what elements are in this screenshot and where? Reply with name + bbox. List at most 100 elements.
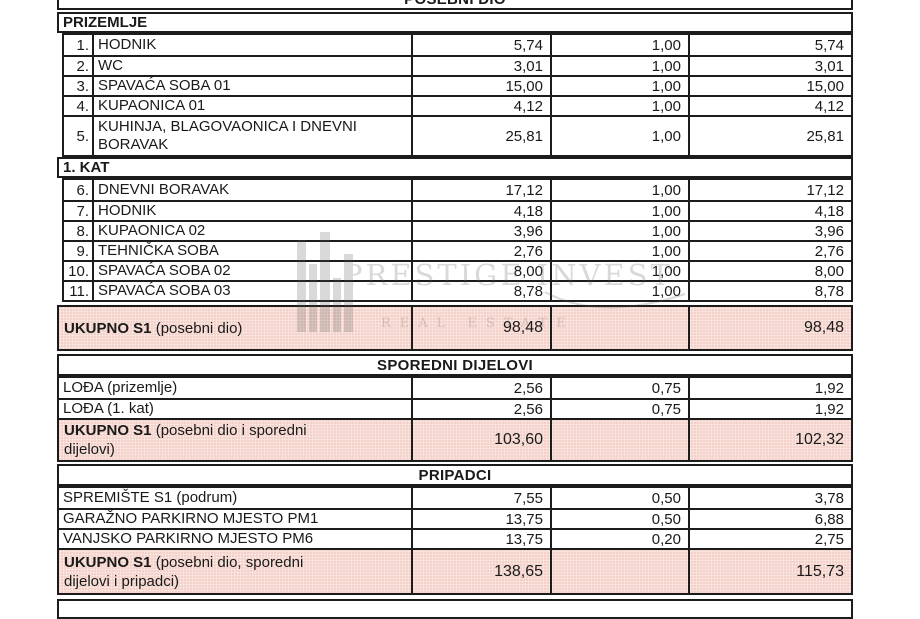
area-cell: 4,18 <box>411 202 550 220</box>
coefficient-cell: 0,50 <box>550 488 688 508</box>
reduced-area-cell: 8,00 <box>688 262 851 280</box>
reduced-area-cell: 4,12 <box>688 97 851 115</box>
room-name: SPAVAĆA SOBA 01 <box>92 77 411 95</box>
prizemlje-rooms-table: 1. HODNIK 5,74 1,00 5,74 2. WC 3,01 1,00… <box>62 33 853 157</box>
area-cell: 15,00 <box>411 77 550 95</box>
reduced-area-cell: 4,18 <box>688 202 851 220</box>
room-name: HODNIK <box>92 35 411 55</box>
coefficient-cell: 1,00 <box>550 35 688 55</box>
coefficient-cell: 1,00 <box>550 97 688 115</box>
room-number: 7. <box>76 202 89 220</box>
total-label-rest: (posebni dio) <box>151 319 243 337</box>
area-cell: 13,75 <box>411 510 550 528</box>
coefficient-cell: 1,00 <box>550 57 688 75</box>
room-row: 1. HODNIK 5,74 1,00 5,74 <box>64 35 851 55</box>
total-area-cell: 138,65 <box>411 550 550 593</box>
floor-title: 1. KAT <box>63 159 110 176</box>
kat-rooms-table: 6. DNEVNI BORAVAK 17,12 1,00 17,12 7. HO… <box>62 178 853 302</box>
section-header-pripadci: PRIPADCI <box>57 464 853 486</box>
coefficient-cell: 0,20 <box>550 530 688 548</box>
room-name: HODNIK <box>92 202 411 220</box>
total-area-cell: 103,60 <box>411 420 550 460</box>
next-row-cut <box>57 599 853 619</box>
coefficient-cell: 1,00 <box>550 180 688 200</box>
room-number: 8. <box>76 222 89 240</box>
room-name: KUPAONICA 02 <box>92 222 411 240</box>
sporedni-table: LOĐA (prizemlje) 2,56 0,75 1,92 LOĐA (1.… <box>57 376 853 462</box>
total-posebni-table: UKUPNO S1 (posebni dio) 98,48 98,48 <box>57 305 853 351</box>
area-cell: 8,00 <box>411 262 550 280</box>
pripadci-table: SPREMIŠTE S1 (podrum) 7,55 0,50 3,78 GAR… <box>57 486 853 595</box>
room-name: SPAVAĆA SOBA 02 <box>92 262 411 280</box>
total-area-cell: 98,48 <box>411 307 550 349</box>
room-number: 1. <box>76 36 89 54</box>
room-number: 5. <box>76 127 89 145</box>
reduced-area-cell: 2,76 <box>688 242 851 260</box>
section-header-sporedni: SPOREDNI DIJELOVI <box>57 354 853 376</box>
section-title: PRIPADCI <box>418 466 492 484</box>
coefficient-cell: 1,00 <box>550 77 688 95</box>
coefficient-cell: 1,00 <box>550 117 688 155</box>
total-reduced-area-cell: 102,32 <box>688 420 851 460</box>
area-cell: 4,12 <box>411 97 550 115</box>
reduced-area-cell: 3,01 <box>688 57 851 75</box>
floor-header-prizemlje: PRIZEMLJE <box>57 12 853 33</box>
total-row: UKUPNO S1 (posebni dio i sporedni dijelo… <box>59 418 851 460</box>
item-name: VANJSKO PARKIRNO MJESTO PM6 <box>63 530 314 547</box>
reduced-area-cell: 3,96 <box>688 222 851 240</box>
coefficient-cell: 1,00 <box>550 242 688 260</box>
section-title: POSEBNI DIO <box>404 0 506 8</box>
room-number: 6. <box>76 181 89 199</box>
item-name: GARAŽNO PARKIRNO MJESTO PM1 <box>63 510 319 527</box>
total-label: UKUPNO S1 (posebni dio, sporedni dijelov… <box>59 550 411 593</box>
total-coefficient-cell <box>550 307 688 349</box>
total-label: UKUPNO S1 (posebni dio) <box>59 307 411 349</box>
total-reduced-area-cell: 98,48 <box>688 307 851 349</box>
reduced-area-cell: 3,78 <box>688 488 851 508</box>
room-number: 3. <box>76 77 89 95</box>
item-row: SPREMIŠTE S1 (podrum) 7,55 0,50 3,78 <box>59 488 851 508</box>
total-label-rest: (posebni dio i sporedni dijelovi) <box>64 422 307 458</box>
room-row: 9. TEHNIČKA SOBA 2,76 1,00 2,76 <box>64 240 851 260</box>
coefficient-cell: 0,50 <box>550 510 688 528</box>
total-label-bold: UKUPNO S1 <box>64 319 152 337</box>
room-number: 4. <box>76 97 89 115</box>
room-name: KUHINJA, BLAGOVAONICA I DNEVNI BORAVAK <box>92 117 411 155</box>
area-cell: 8,78 <box>411 282 550 300</box>
area-cell: 3,96 <box>411 222 550 240</box>
room-row: 4. KUPAONICA 01 4,12 1,00 4,12 <box>64 95 851 115</box>
total-row: UKUPNO S1 (posebni dio, sporedni dijelov… <box>59 548 851 593</box>
area-cell: 2,56 <box>411 378 550 398</box>
area-cell: 2,56 <box>411 400 550 418</box>
area-cell: 17,12 <box>411 180 550 200</box>
section-title: SPOREDNI DIJELOVI <box>377 356 533 374</box>
reduced-area-cell: 15,00 <box>688 77 851 95</box>
total-label-bold: UKUPNO S1 <box>64 553 152 571</box>
area-cell: 25,81 <box>411 117 550 155</box>
area-cell: 2,76 <box>411 242 550 260</box>
section-header-posebni-dio: POSEBNI DIO <box>57 0 853 10</box>
room-name: DNEVNI BORAVAK <box>92 180 411 200</box>
total-coefficient-cell <box>550 550 688 593</box>
coefficient-cell: 1,00 <box>550 282 688 300</box>
area-cell: 3,01 <box>411 57 550 75</box>
area-calculation-sheet: POSEBNI DIO PRIZEMLJE 1. HODNIK 5,74 1,0… <box>57 0 853 619</box>
room-row: 2. WC 3,01 1,00 3,01 <box>64 55 851 75</box>
total-label: UKUPNO S1 (posebni dio i sporedni dijelo… <box>59 420 411 460</box>
total-reduced-area-cell: 115,73 <box>688 550 851 593</box>
room-number: 10. <box>68 262 89 280</box>
floor-header-kat: 1. KAT <box>57 157 853 178</box>
area-cell: 7,55 <box>411 488 550 508</box>
room-name: TEHNIČKA SOBA <box>92 242 411 260</box>
item-row: LOĐA (prizemlje) 2,56 0,75 1,92 <box>59 378 851 398</box>
item-row: LOĐA (1. kat) 2,56 0,75 1,92 <box>59 398 851 418</box>
reduced-area-cell: 6,88 <box>688 510 851 528</box>
reduced-area-cell: 1,92 <box>688 400 851 418</box>
reduced-area-cell: 17,12 <box>688 180 851 200</box>
reduced-area-cell: 2,75 <box>688 530 851 548</box>
item-name: LOĐA (prizemlje) <box>63 379 178 396</box>
item-row: GARAŽNO PARKIRNO MJESTO PM1 13,75 0,50 6… <box>59 508 851 528</box>
total-label-rest: (posebni dio, sporedni dijelovi i pripad… <box>64 553 304 590</box>
room-name: WC <box>92 57 411 75</box>
coefficient-cell: 1,00 <box>550 222 688 240</box>
